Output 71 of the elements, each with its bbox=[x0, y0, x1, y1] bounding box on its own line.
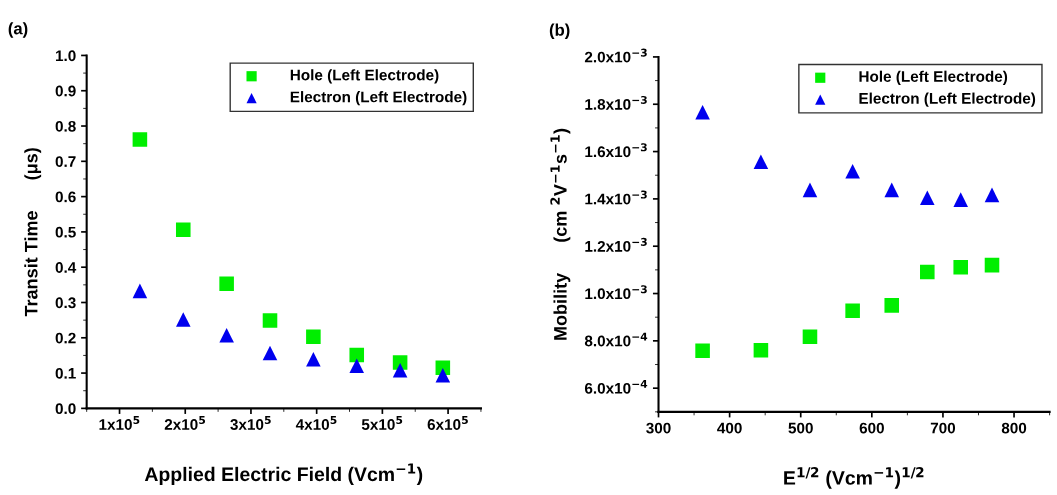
point bbox=[845, 163, 860, 179]
point bbox=[884, 182, 900, 198]
point bbox=[753, 154, 769, 170]
point bbox=[175, 222, 191, 238]
y-tick-label: 1.6x10$^{−3}$ bbox=[585, 143, 647, 158]
x-tick-label: 400 bbox=[717, 422, 742, 434]
point bbox=[306, 329, 321, 345]
y-tick-label: 0.1 bbox=[55, 367, 76, 379]
chart-title: (a) bbox=[8, 22, 28, 38]
y-tick-label: 1.2x10$^{−3}$ bbox=[585, 237, 647, 252]
point bbox=[953, 259, 968, 275]
point bbox=[132, 132, 148, 147]
point bbox=[219, 328, 234, 343]
point bbox=[920, 264, 935, 280]
y-axis-title: Transit Time (μs) bbox=[24, 148, 42, 317]
point bbox=[753, 343, 769, 358]
point bbox=[802, 329, 818, 345]
x-tick-label: 1x10$^{5}$ bbox=[99, 416, 140, 430]
y-tick-label: 0.3 bbox=[55, 297, 76, 309]
legend-label: Hole (Left Electrode) bbox=[290, 69, 439, 84]
point bbox=[219, 276, 234, 292]
y-tick-label: 0.5 bbox=[55, 226, 76, 238]
y-tick-label: 0.8 bbox=[55, 120, 76, 132]
y-axis-title: Mobility (cm $^{2}$V$^{−1}$s$^{−1}$) bbox=[550, 128, 571, 340]
y-tick-label: 1.8x10$^{−3}$ bbox=[585, 95, 647, 110]
x-tick-label: 300 bbox=[646, 422, 671, 434]
point bbox=[175, 312, 191, 327]
y-tick-label: 0.9 bbox=[55, 85, 76, 97]
x-tick-label: 2x10$^{5}$ bbox=[164, 416, 206, 430]
y-tick-label: 0.7 bbox=[55, 156, 76, 168]
y-tick-label: 1.4x10$^{−3}$ bbox=[585, 190, 647, 205]
x-tick-label: 4x10$^{5}$ bbox=[295, 416, 337, 430]
y-tick-label: 2.0x10$^{−3}$ bbox=[584, 48, 647, 63]
point bbox=[392, 362, 408, 378]
y-tick-label: 1.0 bbox=[55, 50, 76, 62]
point bbox=[845, 303, 860, 319]
x-tick-label: 3x10$^{5}$ bbox=[230, 416, 271, 430]
y-tick-label: 0.0 bbox=[55, 403, 76, 415]
x-tick-label: 6x10$^{5}$ bbox=[427, 416, 468, 430]
y-tick-label: 0.4 bbox=[55, 262, 77, 273]
point bbox=[884, 298, 900, 313]
x-tick-label: 700 bbox=[930, 422, 956, 434]
point bbox=[262, 345, 278, 361]
y-tick-label: 1.0x10$^{−3}$ bbox=[585, 285, 647, 300]
x-axis-title: E$^{1/2}$ (Vcm$^{−1}$)$^{1/2}$ bbox=[784, 467, 924, 489]
y-tick-label: 8.0x10$^{−4}$ bbox=[584, 332, 648, 347]
x-tick-label: 800 bbox=[1001, 422, 1027, 434]
point bbox=[920, 190, 935, 205]
point bbox=[695, 343, 710, 359]
point bbox=[306, 352, 321, 367]
point bbox=[802, 182, 818, 198]
legend-label: Electron (Left Electrode) bbox=[290, 91, 467, 106]
point bbox=[349, 347, 365, 363]
point bbox=[435, 367, 451, 383]
y-tick-label: 6.0x10$^{−4}$ bbox=[584, 379, 648, 394]
chart-title: (b) bbox=[549, 23, 570, 40]
x-tick-label: 600 bbox=[859, 422, 884, 434]
point bbox=[695, 105, 710, 120]
legend-label: Hole (Left Electrode) bbox=[859, 70, 1008, 85]
x-axis-title: Applied Electric Field (Vcm$^{−1}$) bbox=[144, 463, 423, 485]
point bbox=[984, 257, 1000, 273]
x-tick-label: 500 bbox=[788, 422, 813, 434]
y-tick-label: 0.6 bbox=[55, 191, 76, 203]
legend-label: Electron (Left Electrode) bbox=[859, 92, 1036, 107]
y-tick-label: 0.2 bbox=[55, 332, 76, 344]
point bbox=[984, 187, 1000, 203]
x-tick-label: 5x10$^{5}$ bbox=[361, 416, 403, 430]
point bbox=[132, 283, 148, 299]
point bbox=[262, 313, 278, 328]
point bbox=[349, 358, 365, 373]
point bbox=[953, 192, 968, 207]
